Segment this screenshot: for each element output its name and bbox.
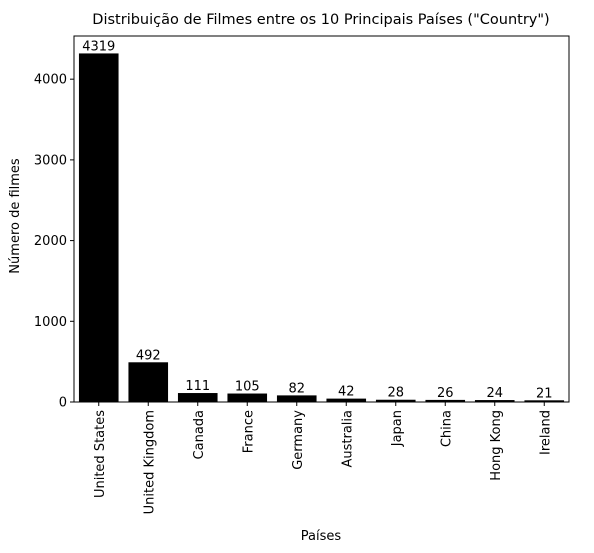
bar: [227, 393, 268, 402]
x-tick-label: Ireland: [538, 410, 553, 455]
x-tick-label: Australia: [340, 410, 355, 468]
bar: [474, 400, 515, 402]
x-tick-label: Japan: [390, 410, 405, 447]
plot-area: 4319 492 111 105 82 42 28 26 24 21: [73, 35, 570, 403]
data-label: 28: [387, 386, 404, 401]
data-label: 24: [486, 386, 503, 401]
data-label: 26: [437, 386, 454, 401]
data-label: 105: [235, 380, 260, 395]
bar: [276, 395, 317, 402]
bar: [78, 53, 119, 403]
y-tick-label: 1000: [34, 315, 67, 330]
data-label: 82: [288, 381, 305, 396]
y-tick-label: 4000: [34, 73, 67, 88]
y-axis: 0 1000 2000 3000 4000: [34, 73, 74, 411]
bar: [177, 393, 218, 402]
x-tick-label: United States: [93, 410, 108, 498]
x-tick-label: Hong Kong: [489, 410, 504, 481]
x-tick-label: China: [439, 410, 454, 447]
data-label: 492: [136, 348, 161, 363]
y-axis-label: Número de filmes: [8, 158, 23, 274]
data-label: 21: [536, 386, 553, 401]
bar: [326, 398, 367, 402]
x-tick-label: Canada: [192, 410, 207, 459]
plot-frame: [73, 35, 570, 403]
y-tick-label: 3000: [34, 153, 67, 168]
data-label: 4319: [82, 39, 115, 54]
y-tick-label: 2000: [34, 234, 67, 249]
chart-title: Distribuição de Filmes entre os 10 Princ…: [92, 12, 549, 28]
x-tick-label: United Kingdom: [142, 410, 157, 514]
x-tick-label: France: [241, 410, 256, 453]
bar: [524, 400, 565, 402]
data-label: 111: [185, 379, 210, 394]
data-label: 42: [338, 385, 355, 400]
x-tick-label: Germany: [291, 410, 306, 470]
bar: [425, 399, 466, 402]
x-axis-label: Países: [301, 529, 342, 544]
x-axis: United States United Kingdom Canada France G…: [93, 402, 553, 514]
y-tick-label: 0: [59, 396, 67, 411]
bar: [128, 362, 169, 402]
bar: [375, 399, 416, 402]
